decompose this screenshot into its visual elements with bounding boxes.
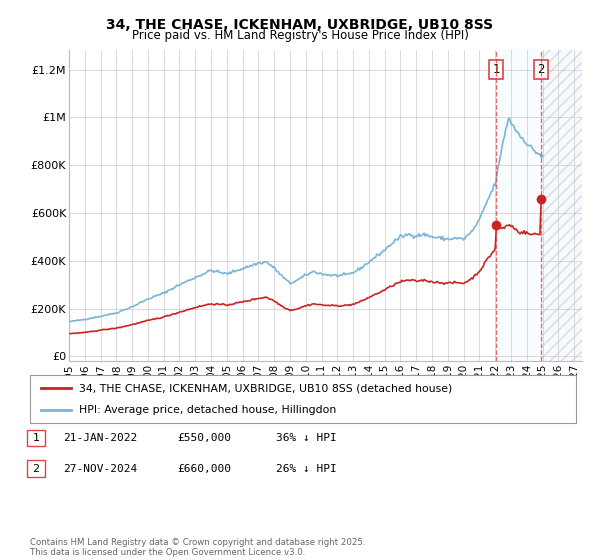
Text: 27-NOV-2024: 27-NOV-2024	[63, 464, 137, 474]
Text: 2: 2	[32, 464, 40, 474]
Text: 26% ↓ HPI: 26% ↓ HPI	[276, 464, 337, 474]
Text: 21-JAN-2022: 21-JAN-2022	[63, 433, 137, 443]
Bar	[541, 50, 582, 361]
Text: Contains HM Land Registry data © Crown copyright and database right 2025.
This d: Contains HM Land Registry data © Crown c…	[30, 538, 365, 557]
Text: 1: 1	[32, 433, 40, 443]
Text: 2: 2	[538, 63, 545, 76]
Text: £660,000: £660,000	[177, 464, 231, 474]
Text: 1: 1	[492, 63, 500, 76]
Text: £550,000: £550,000	[177, 433, 231, 443]
Text: Price paid vs. HM Land Registry's House Price Index (HPI): Price paid vs. HM Land Registry's House …	[131, 29, 469, 42]
Text: 36% ↓ HPI: 36% ↓ HPI	[276, 433, 337, 443]
Text: 34, THE CHASE, ICKENHAM, UXBRIDGE, UB10 8SS: 34, THE CHASE, ICKENHAM, UXBRIDGE, UB10 …	[106, 18, 494, 32]
Bar	[541, 50, 582, 361]
Text: 34, THE CHASE, ICKENHAM, UXBRIDGE, UB10 8SS (detached house): 34, THE CHASE, ICKENHAM, UXBRIDGE, UB10 …	[79, 383, 452, 393]
Text: HPI: Average price, detached house, Hillingdon: HPI: Average price, detached house, Hill…	[79, 405, 337, 415]
Bar	[496, 50, 541, 361]
